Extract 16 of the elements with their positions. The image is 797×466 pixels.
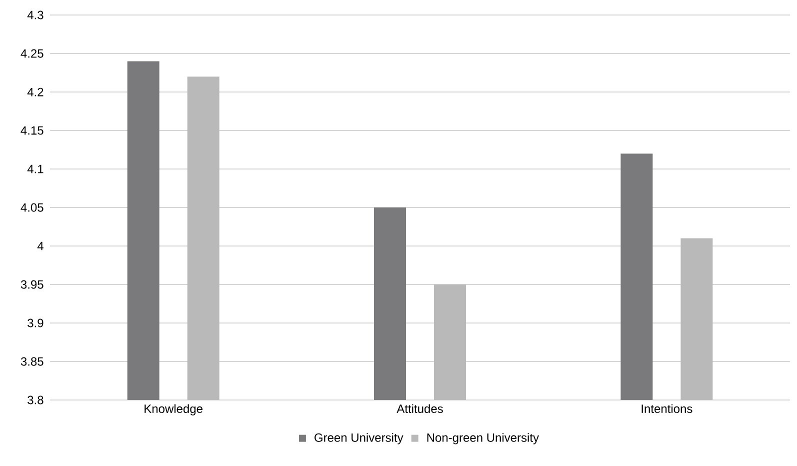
legend-label: Green University	[314, 433, 404, 444]
y-tick-label: 3.85	[20, 357, 44, 366]
y-tick-label: 4.05	[20, 203, 44, 212]
y-tick-label: 3.9	[28, 318, 44, 328]
y-tick-label: 4.15	[20, 126, 44, 135]
x-tick-label: Knowledge	[144, 404, 202, 416]
y-tick-label: 4.3	[27, 10, 44, 20]
x-tick-label: Intentions	[642, 404, 692, 414]
legend-label: Non-green University	[427, 433, 539, 444]
y-tick-label: 3.8	[28, 396, 44, 404]
y-tick-label: 4	[37, 242, 44, 250]
y-tick-label: 4.25	[20, 49, 44, 58]
y-tick-label: 4.1	[27, 164, 44, 174]
y-tick-label: 3.95	[20, 280, 44, 289]
x-tick-label: Attitudes	[396, 404, 443, 414]
y-tick-label: 4.2	[27, 88, 44, 96]
